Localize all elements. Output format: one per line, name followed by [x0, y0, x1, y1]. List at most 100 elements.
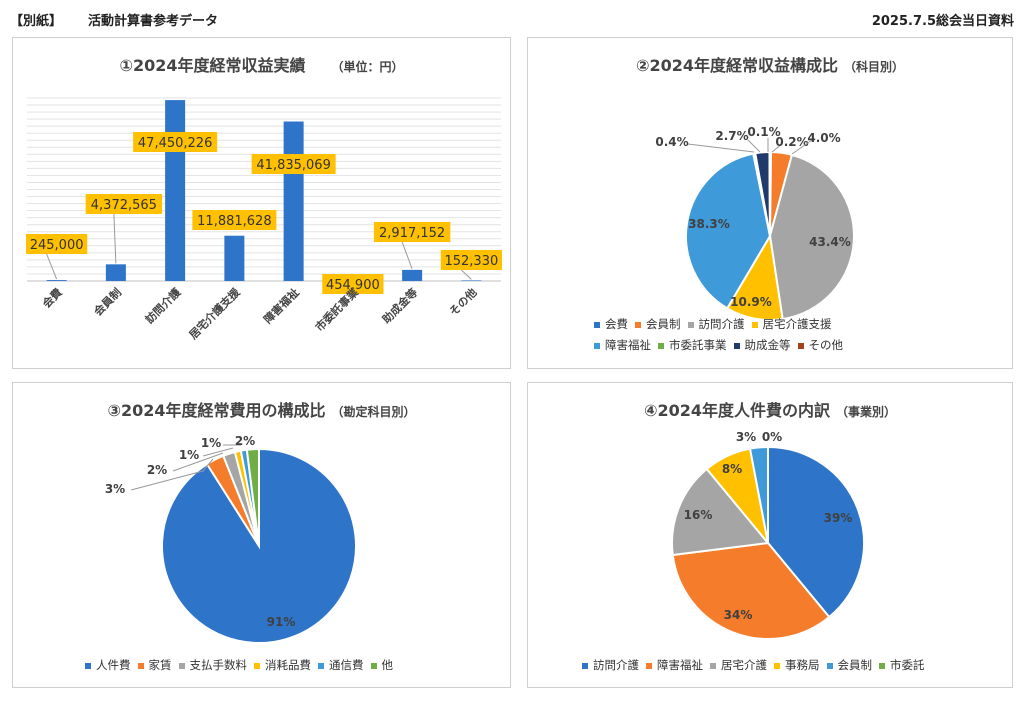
revenue-bar-chart: 245,000 会費 4,372,565 会員制 47,450,226 訪問介護 11,88… [26, 97, 502, 342]
legend-swatch [658, 342, 664, 349]
legend-label: 消耗品費 [265, 658, 311, 672]
pie-data-label: 2.7% [715, 129, 748, 143]
legend-swatch [178, 662, 185, 669]
legend-swatch [594, 321, 600, 328]
expense-pie-title-text: ③2024年度経常費用の構成比 [107, 401, 326, 420]
x-tick-label: 助成金等 [379, 285, 420, 326]
revenue-pie-panel: ②2024年度経常収益構成比 （科目別） 0.2% 4.0% 43.4% 10.9% 38… [527, 37, 1013, 369]
x-tick-label: 会員制 [91, 285, 124, 318]
bar-data-label: 245,000 [30, 238, 84, 253]
legend-swatch [594, 342, 600, 349]
expense-pie-panel: ③2024年度経常費用の構成比 （勘定科目別） 91% 3% 2% 1% 1% 2% 人件費… [12, 382, 511, 688]
legend-label: 会員制 [837, 658, 873, 672]
bar [46, 280, 67, 281]
legend-swatch [797, 342, 804, 349]
legend-swatch [85, 662, 91, 669]
legend-swatch [646, 662, 652, 669]
pie-data-label: 1% [201, 436, 221, 450]
revenue-pie-legend: 会費 会員制 訪問介護 居宅介護支援 障害福祉 市委託事業 助成金等 その他 [594, 316, 974, 358]
bar [461, 280, 482, 281]
legend-label: 障害福祉 [657, 658, 703, 672]
leader-line [113, 213, 117, 264]
legend-swatch [710, 662, 716, 669]
bar [224, 235, 245, 281]
revenue-bar-panel: ①2024年度経常収益実績 （単位：円） 245,000 会費 4,372,565 会員… [12, 37, 511, 369]
bar-data-label-bg [440, 250, 502, 270]
pie-data-label: 10.9% [730, 295, 772, 309]
legend-item: 障害福祉 [646, 657, 703, 673]
legend-label: 支払手数料 [189, 658, 248, 672]
pie-data-label: 0.4% [655, 135, 688, 149]
legend-label: 障害福祉 [605, 338, 651, 352]
bar-data-label-bg [373, 222, 451, 242]
leader-line [687, 143, 755, 153]
legend-item: 障害福祉 [594, 337, 651, 353]
legend-label: 市委託 [890, 658, 925, 672]
legend-label: その他 [808, 338, 844, 352]
pie-data-label: 2% [235, 434, 255, 448]
expense-pie-chart: 91% 3% 2% 1%1% 2% [105, 434, 357, 644]
legend-label: 人件費 [96, 658, 131, 672]
pie-data-label: 34% [724, 608, 753, 622]
leader-line [172, 452, 224, 472]
legend-swatch [826, 662, 833, 669]
legend-item: 家賃 [137, 657, 172, 673]
legend-swatch [370, 662, 377, 669]
pie-data-label: 2% [147, 463, 167, 477]
pie-slice [768, 153, 855, 321]
legend-swatch [635, 321, 641, 328]
leader-line [747, 139, 761, 153]
page-header-title: 活動計算書参考データ [88, 14, 219, 29]
pie-slice [767, 445, 865, 619]
pie-slice [768, 150, 771, 237]
pie-data-label: 39% [824, 511, 853, 525]
bar-data-label-bg [251, 154, 336, 174]
leader-line [46, 253, 58, 280]
legend-swatch [879, 662, 885, 669]
page-header-date: 2025.7.5総会当日資料 [871, 14, 1014, 29]
legend-item: 支払手数料 [178, 657, 248, 673]
expense-pie-subtitle: （勘定科目別） [331, 405, 416, 419]
legend-item: その他 [797, 337, 844, 353]
bar-data-label-bg [322, 274, 384, 294]
x-tick-label: 会費 [39, 285, 64, 310]
legend-label: 会員制 [646, 317, 681, 331]
personnel-pie-subtitle: （事業別） [836, 405, 897, 419]
legend-label: 助成金等 [744, 338, 791, 352]
legend-item: 会費 [594, 316, 628, 332]
bar-data-label: 4,372,565 [91, 198, 157, 213]
pie-data-label: 91% [267, 615, 296, 629]
legend-swatch [687, 321, 694, 328]
revenue-pie-title-text: ②2024年度経常収益構成比 [635, 56, 839, 75]
bar-data-label: 41,835,069 [256, 158, 330, 173]
legend-item: 事務局 [774, 657, 820, 673]
personnel-pie-panel: ④2024年度人件費の内訳 （事業別） 39% 34% 16% 8% 3% 0% 訪問介護 障… [527, 382, 1013, 688]
legend-swatch [751, 321, 758, 328]
bar-data-label-bg [85, 194, 163, 214]
pie-slice [748, 445, 769, 544]
legend-label: 訪問介護 [593, 658, 639, 672]
pie-data-label: 1% [179, 448, 199, 462]
legend-item: 助成金等 [733, 337, 791, 353]
bar-data-label: 152,330 [444, 254, 498, 269]
legend-swatch [774, 662, 780, 669]
bar-data-label-bg [26, 234, 88, 254]
bar-data-label: 454,900 [326, 278, 380, 293]
legend-item: 消耗品費 [254, 657, 311, 673]
pie-slice [671, 541, 831, 640]
personnel-pie-legend: 訪問介護 障害福祉 居宅介護 事務局 会員制 市委託 [582, 657, 1002, 678]
leader-line [401, 241, 413, 270]
expense-pie-legend: 人件費 家賃 支払手数料 消耗品費 通信費 他 [85, 657, 505, 678]
legend-swatch [733, 342, 740, 349]
legend-item: 会員制 [826, 657, 873, 673]
legend-item: 人件費 [85, 657, 131, 673]
legend-item: 会員制 [635, 316, 681, 332]
pie-data-label: 0.1% [747, 125, 780, 139]
leader-line [130, 458, 214, 491]
revenue-pie-subtitle: （科目別） [844, 60, 905, 74]
legend-item: 居宅介護 [710, 657, 767, 673]
bar [105, 264, 126, 281]
revenue-pie-chart: 0.2%4.0% 43.4% 10.9% 38.3% 0.4% 2.7%0.1% [655, 125, 855, 321]
pie-data-label: 16% [684, 508, 713, 522]
legend-item: 通信費 [318, 657, 364, 673]
